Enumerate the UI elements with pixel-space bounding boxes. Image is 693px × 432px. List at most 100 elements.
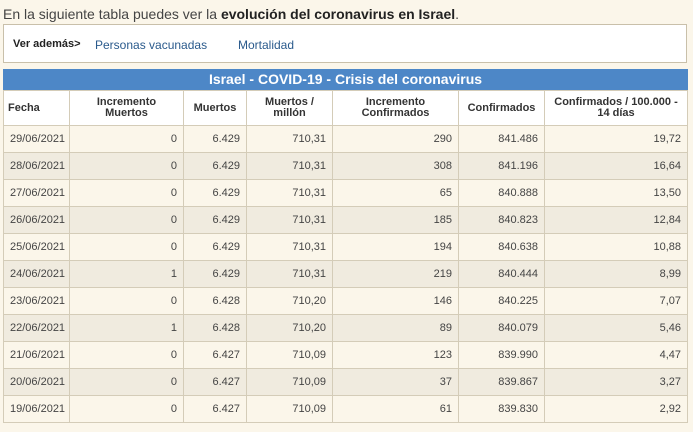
cell-fecha: 24/06/2021: [3, 260, 70, 288]
cell-confirmados: 841.196: [458, 152, 545, 180]
cell-incremento-muertos: 1: [69, 260, 184, 288]
link-mortalidad[interactable]: Mortalidad: [238, 38, 295, 52]
cell-fecha: 20/06/2021: [3, 368, 70, 396]
intro-text: En la siguiente tabla puedes ver la evol…: [3, 6, 459, 22]
cell-muertos: 6.427: [183, 395, 247, 423]
table-row: 27/06/2021 0 6.429 710,31 65 840.888 13,50: [3, 179, 688, 207]
table-row: 19/06/2021 0 6.427 710,09 61 839.830 2,92: [3, 395, 688, 423]
intro-prefix: En la siguiente tabla puedes ver la: [3, 6, 221, 22]
cell-incremento-confirmados: 65: [332, 179, 459, 207]
cell-confirmados: 840.079: [458, 314, 545, 342]
cell-confirmados-100000: 16,64: [544, 152, 688, 180]
table-row: 24/06/2021 1 6.429 710,31 219 840.444 8,99: [3, 260, 688, 288]
header-row: Fecha Incremento Muertos Muertos Muertos…: [3, 90, 688, 126]
cell-confirmados: 840.225: [458, 287, 545, 315]
cell-fecha: 27/06/2021: [3, 179, 70, 207]
cell-muertos: 6.429: [183, 233, 247, 261]
cell-muertos-millon: 710,31: [246, 179, 333, 207]
cell-muertos: 6.427: [183, 368, 247, 396]
cell-fecha: 22/06/2021: [3, 314, 70, 342]
cell-incremento-muertos: 0: [69, 368, 184, 396]
cell-incremento-muertos: 0: [69, 179, 184, 207]
cell-muertos-millon: 710,20: [246, 287, 333, 315]
cell-confirmados-100000: 7,07: [544, 287, 688, 315]
cell-muertos-millon: 710,31: [246, 233, 333, 261]
cell-muertos-millon: 710,31: [246, 260, 333, 288]
cell-confirmados-100000: 8,99: [544, 260, 688, 288]
intro-suffix: .: [455, 6, 460, 22]
table-row: 23/06/2021 0 6.428 710,20 146 840.225 7,07: [3, 287, 688, 315]
cell-muertos-millon: 710,09: [246, 395, 333, 423]
cell-confirmados-100000: 2,92: [544, 395, 688, 423]
cell-confirmados: 839.830: [458, 395, 545, 423]
cell-confirmados-100000: 12,84: [544, 206, 688, 234]
cell-confirmados: 839.867: [458, 368, 545, 396]
table-row: 29/06/2021 0 6.429 710,31 290 841.486 19,72: [3, 125, 688, 153]
cell-confirmados-100000: 10,88: [544, 233, 688, 261]
table-row: 20/06/2021 0 6.427 710,09 37 839.867 3,27: [3, 368, 688, 396]
cell-incremento-muertos: 0: [69, 125, 184, 153]
cell-muertos-millon: 710,09: [246, 368, 333, 396]
cell-confirmados-100000: 4,47: [544, 341, 688, 369]
see-also-box: Ver además> Personas vacunadas Mortalida…: [3, 24, 687, 63]
cell-incremento-confirmados: 290: [332, 125, 459, 153]
cell-incremento-muertos: 0: [69, 287, 184, 315]
cell-incremento-confirmados: 61: [332, 395, 459, 423]
cell-incremento-confirmados: 219: [332, 260, 459, 288]
cell-incremento-muertos: 0: [69, 152, 184, 180]
cell-fecha: 26/06/2021: [3, 206, 70, 234]
table-row: 25/06/2021 0 6.429 710,31 194 840.638 10,88: [3, 233, 688, 261]
link-personas-vacunadas[interactable]: Personas vacunadas: [95, 38, 208, 52]
cell-confirmados-100000: 13,50: [544, 179, 688, 207]
cell-confirmados: 840.823: [458, 206, 545, 234]
cell-confirmados-100000: 5,46: [544, 314, 688, 342]
cell-muertos-millon: 710,31: [246, 206, 333, 234]
cell-muertos: 6.429: [183, 125, 247, 153]
cell-confirmados: 840.888: [458, 179, 545, 207]
cell-fecha: 21/06/2021: [3, 341, 70, 369]
cell-incremento-confirmados: 308: [332, 152, 459, 180]
cell-incremento-confirmados: 123: [332, 341, 459, 369]
col-header-muertos[interactable]: Muertos: [183, 90, 247, 126]
cell-muertos: 6.428: [183, 314, 247, 342]
cell-confirmados: 841.486: [458, 125, 545, 153]
cell-incremento-confirmados: 89: [332, 314, 459, 342]
covid-table: Israel - COVID-19 - Crisis del coronavir…: [3, 69, 688, 423]
cell-fecha: 25/06/2021: [3, 233, 70, 261]
cell-incremento-confirmados: 185: [332, 206, 459, 234]
cell-incremento-muertos: 1: [69, 314, 184, 342]
cell-confirmados: 840.638: [458, 233, 545, 261]
cell-incremento-muertos: 0: [69, 395, 184, 423]
cell-confirmados: 839.990: [458, 341, 545, 369]
cell-confirmados: 840.444: [458, 260, 545, 288]
col-header-muertos-millon[interactable]: Muertos / millón: [246, 90, 333, 126]
cell-muertos-millon: 710,09: [246, 341, 333, 369]
table-caption: Israel - COVID-19 - Crisis del coronavir…: [3, 69, 688, 90]
cell-fecha: 29/06/2021: [3, 125, 70, 153]
col-header-incremento-muertos[interactable]: Incremento Muertos: [69, 90, 184, 126]
see-also-label: Ver además>: [13, 38, 81, 50]
cell-muertos: 6.428: [183, 287, 247, 315]
cell-incremento-muertos: 0: [69, 341, 184, 369]
table-row: 21/06/2021 0 6.427 710,09 123 839.990 4,47: [3, 341, 688, 369]
col-header-incremento-confirmados[interactable]: Incremento Confirmados: [332, 90, 459, 126]
cell-muertos-millon: 710,31: [246, 125, 333, 153]
cell-muertos: 6.429: [183, 152, 247, 180]
col-header-confirmados[interactable]: Confirmados: [458, 90, 545, 126]
cell-muertos: 6.429: [183, 206, 247, 234]
cell-incremento-muertos: 0: [69, 206, 184, 234]
intro-highlight: evolución del coronavirus en Israel: [220, 6, 456, 22]
cell-muertos: 6.427: [183, 341, 247, 369]
cell-muertos-millon: 710,20: [246, 314, 333, 342]
table-row: 28/06/2021 0 6.429 710,31 308 841.196 16,64: [3, 152, 688, 180]
col-header-confirmados-100000[interactable]: Confirmados / 100.000 - 14 días: [544, 90, 688, 126]
cell-incremento-confirmados: 194: [332, 233, 459, 261]
table-row: 22/06/2021 1 6.428 710,20 89 840.079 5,46: [3, 314, 688, 342]
cell-fecha: 23/06/2021: [3, 287, 70, 315]
cell-muertos-millon: 710,31: [246, 152, 333, 180]
cell-incremento-muertos: 0: [69, 233, 184, 261]
cell-confirmados-100000: 3,27: [544, 368, 688, 396]
col-header-fecha[interactable]: Fecha: [3, 90, 70, 126]
cell-muertos: 6.429: [183, 179, 247, 207]
cell-fecha: 28/06/2021: [3, 152, 70, 180]
